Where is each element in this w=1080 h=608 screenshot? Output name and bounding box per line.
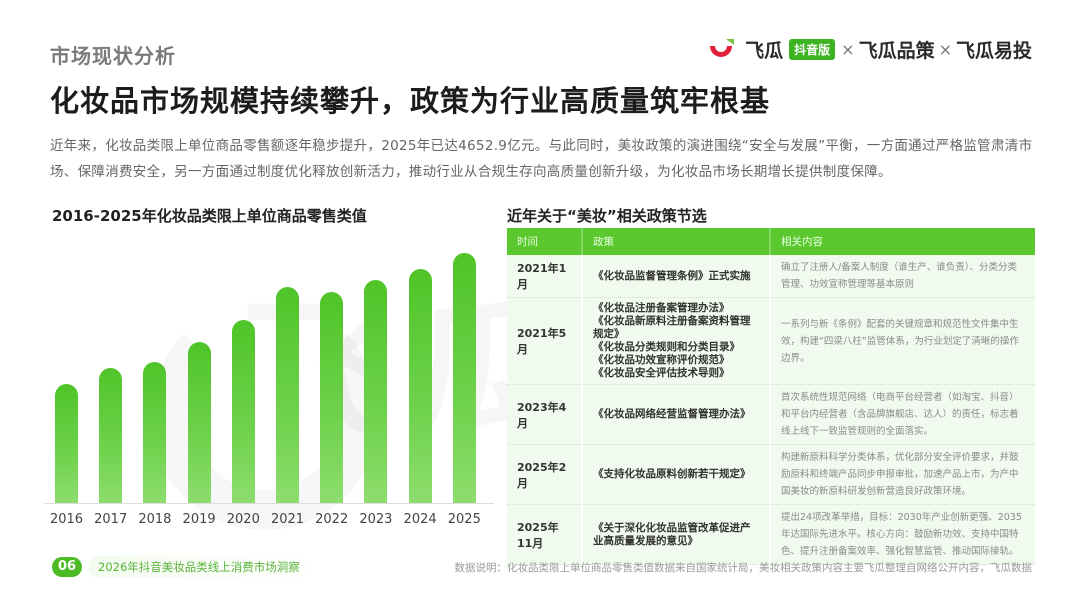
x-tick-label: 2019 (182, 512, 216, 527)
x-axis-labels: 2016 2017 2018 2019 2020 2021 2022 2023 2024 2025 (44, 512, 494, 532)
x-tick-label: 2016 (49, 512, 84, 527)
source-note: 数据说明：化妆品类限上单位商品零售类值数据来自国家统计局，美妆相关政策内容主要飞… (454, 562, 1033, 574)
cell-policy: 《支持化妆品原料创新若干规定》 (582, 444, 771, 505)
chart-plot-area (44, 240, 494, 504)
table-row: 2023年4月 《化妆品网络经营监督管理办法》 首次系统性规范网络（电商平台经营者（… (507, 384, 1035, 445)
cell-policy: 《关于深化化妆品监管改革促进产业高质量发展的意见》 (582, 504, 771, 565)
column-header-date: 时间 (507, 228, 583, 255)
page-number-badge: 06 (52, 557, 82, 577)
cell-content: 确立了注册人/备案人制度（谁生产、谁负责）、分类分类管理、功效宣称管理等基本原则 (770, 255, 1035, 298)
bar-2016 (55, 383, 78, 503)
policy-table: 时间 政策 相关内容 2021年1月 《化妆品监督管理条例》正式实施 确立了注册人/… (507, 228, 1035, 565)
cell-content: 构建新原料科学分类体系，优化部分安全评价要求，并鼓励原料和终端产品同步申报审批，… (770, 444, 1035, 505)
table-title: 近年关于“美妆”相关政策节选 (507, 207, 707, 225)
bar-2017 (99, 367, 123, 503)
separator: × (938, 40, 952, 59)
feigua-logo-icon (707, 38, 737, 62)
separator: × (841, 40, 855, 59)
cell-date: 2025年11月 (507, 504, 583, 565)
bar-2023 (364, 280, 388, 503)
bar-2025 (452, 253, 476, 503)
brand-header: 飞瓜 抖音版 × 飞瓜品策 × 飞瓜易投 (707, 36, 1032, 63)
x-tick-label: 2024 (403, 512, 437, 527)
cell-date: 2021年5月 (507, 297, 583, 385)
table-header-row: 时间 政策 相关内容 (507, 228, 1035, 255)
bar-chart: 2016 2017 2018 2019 2020 2021 2022 2023 2024 2025 (44, 240, 494, 540)
cell-policy: 《化妆品网络经营监督管理办法》 (582, 384, 771, 445)
cell-policy: 《化妆品注册备案管理办法》 《化妆品新原料注册备案资料管理规定》 《化妆品分类规… (582, 297, 771, 385)
x-tick-label: 2022 (315, 512, 349, 527)
cell-date: 2021年1月 (507, 255, 583, 298)
bar-2022 (320, 291, 344, 503)
brand-name-feigua: 飞瓜 (745, 40, 784, 62)
x-tick-label: 2025 (447, 512, 481, 527)
table-row: 2025年2月 《支持化妆品原料创新若干规定》 构建新原料科学分类体系，优化部分安全… (507, 444, 1035, 505)
report-title: 2026年抖音美妆品类线上消费市场洞察 (88, 556, 328, 578)
x-tick-label: 2021 (270, 512, 305, 527)
x-tick-label: 2017 (94, 512, 128, 527)
table-row: 2021年5月 《化妆品注册备案管理办法》 《化妆品新原料注册备案资料管理规定》 … (507, 297, 1035, 385)
column-header-policy: 政策 (582, 228, 771, 255)
cell-content: 首次系统性规范网络（电商平台经营者（如淘宝、抖音）和平台内经营者（含品牌旗舰店、… (770, 384, 1035, 445)
page-title: 化妆品市场规模持续攀升，政策为行业高质量筑牢根基 (50, 84, 771, 118)
chart-title: 2016-2025年化妆品类限上单位商品零售类值 (52, 207, 367, 225)
bar-2024 (408, 268, 432, 503)
cell-content: 提出24项改革举措，目标：2030年产业创新更强、2035年达国际先进水平。核心… (770, 504, 1035, 565)
table-row: 2025年11月 《关于深化化妆品监管改革促进产业高质量发展的意见》 提出24项改革… (507, 504, 1035, 565)
x-tick-label: 2020 (226, 512, 260, 527)
cell-policy: 《化妆品监督管理条例》正式实施 (582, 255, 771, 298)
intro-paragraph: 近年来，化妆品类限上单位商品零售额逐年稳步提升，2025年已达4652.9亿元。… (50, 138, 1033, 180)
x-tick-label: 2023 (359, 512, 393, 527)
bar-2021 (276, 286, 299, 503)
cell-content: 一系列与新《条例》配套的关键规章和规范性文件集中生效，构建“四梁八柱”监管体系，… (770, 297, 1035, 385)
bar-2020 (231, 320, 255, 503)
column-header-content: 相关内容 (770, 228, 1035, 255)
bar-2018 (143, 362, 167, 503)
brand-name-yitou: 飞瓜易投 (955, 40, 1032, 62)
cell-date: 2023年4月 (507, 384, 583, 445)
table-row: 2021年1月 《化妆品监督管理条例》正式实施 确立了注册人/备案人制度（谁生产、谁… (507, 255, 1035, 298)
section-label: 市场现状分析 (50, 44, 176, 68)
bar-2019 (187, 342, 211, 503)
douyin-badge: 抖音版 (789, 39, 836, 60)
cell-date: 2025年2月 (507, 444, 583, 505)
x-tick-label: 2018 (138, 512, 172, 527)
brand-name-pince: 飞瓜品策 (858, 40, 935, 62)
